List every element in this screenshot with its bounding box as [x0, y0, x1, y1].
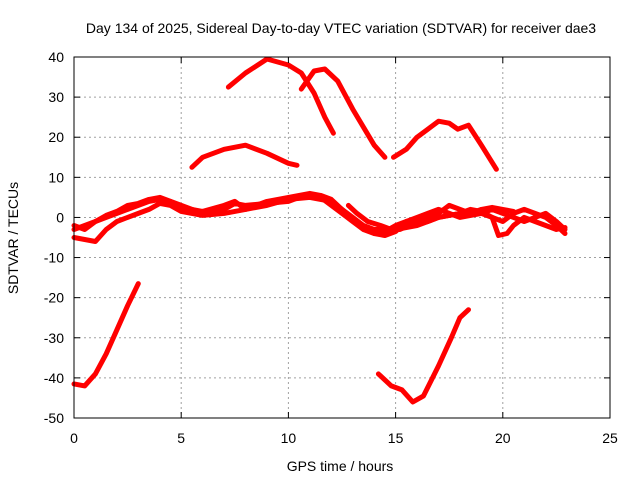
x-tick-label: 0: [70, 430, 78, 446]
chart-title: Day 134 of 2025, Sidereal Day-to-day VTE…: [86, 20, 596, 36]
y-axis-label: SDTVAR / TECUs: [5, 182, 21, 294]
x-tick-label: 10: [281, 430, 297, 446]
y-tick-label: -10: [44, 250, 64, 266]
x-tick-label: 15: [388, 430, 404, 446]
x-tick-label: 5: [177, 430, 185, 446]
grid-lines: [74, 57, 610, 418]
y-tick-label: 20: [48, 129, 64, 145]
series-arc-3: [225, 56, 336, 136]
x-tick-label: 20: [495, 430, 511, 446]
y-tick-label: -30: [44, 330, 64, 346]
x-tick-label: 25: [602, 430, 618, 446]
series-arc-6: [375, 307, 471, 405]
y-tick-label: 30: [48, 89, 64, 105]
plot-frame: [73, 56, 611, 419]
series-arc-10: [345, 202, 516, 232]
y-tick-label: 40: [48, 49, 64, 65]
x-axis-label: GPS time / hours: [287, 458, 394, 474]
series-arc-2: [189, 142, 300, 170]
y-tick-label: 10: [48, 169, 64, 185]
y-tick-label: -20: [44, 290, 64, 306]
y-tick-label: -50: [44, 410, 64, 426]
y-tick-label: 0: [56, 209, 64, 225]
axis-ticks: 0 5 10 15 20 25 -50 -40 -30 -20 -10 0 10 20 30 40: [44, 49, 618, 446]
series-arc-1: [71, 281, 141, 389]
data-layer: [71, 56, 568, 405]
series-arc-4: [298, 66, 388, 160]
series-arc-5: [391, 118, 499, 172]
y-tick-label: -40: [44, 370, 64, 386]
